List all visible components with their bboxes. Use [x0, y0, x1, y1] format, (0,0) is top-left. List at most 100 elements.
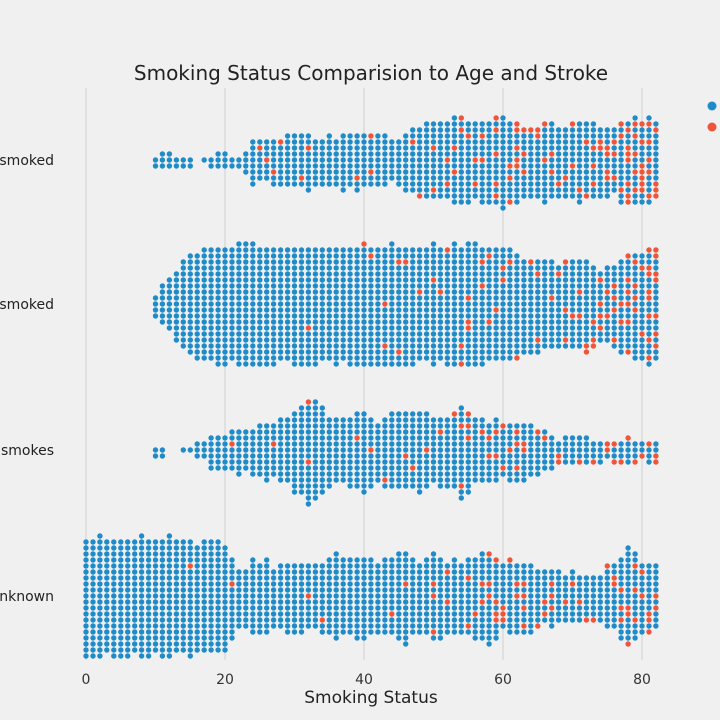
point-no-stroke	[437, 557, 444, 563]
point-no-stroke	[403, 169, 409, 175]
point-no-stroke	[646, 587, 652, 593]
point-no-stroke	[472, 447, 478, 453]
point-no-stroke	[284, 355, 291, 361]
point-no-stroke	[451, 301, 458, 307]
point-no-stroke	[542, 617, 548, 623]
point-no-stroke	[410, 283, 416, 289]
point-no-stroke	[291, 465, 298, 471]
point-stroke	[597, 301, 603, 307]
point-no-stroke	[298, 271, 305, 277]
point-no-stroke	[159, 575, 166, 581]
point-no-stroke	[416, 423, 423, 429]
point-no-stroke	[486, 331, 492, 337]
point-no-stroke	[382, 483, 388, 489]
point-no-stroke	[229, 617, 235, 623]
point-no-stroke	[500, 289, 506, 295]
point-no-stroke	[159, 653, 166, 659]
point-no-stroke	[298, 157, 305, 163]
point-no-stroke	[326, 319, 332, 325]
point-no-stroke	[284, 283, 291, 289]
point-no-stroke	[416, 187, 423, 193]
point-no-stroke	[222, 551, 228, 557]
point-no-stroke	[333, 635, 339, 641]
point-stroke	[604, 441, 610, 447]
point-stroke	[465, 133, 471, 139]
point-no-stroke	[542, 465, 548, 471]
point-no-stroke	[145, 581, 152, 587]
point-no-stroke	[514, 151, 520, 157]
point-no-stroke	[257, 423, 263, 429]
point-no-stroke	[444, 447, 451, 453]
point-no-stroke	[284, 575, 291, 581]
point-stroke	[597, 145, 603, 151]
point-no-stroke	[632, 551, 638, 557]
point-no-stroke	[590, 265, 597, 271]
point-no-stroke	[354, 441, 360, 447]
point-stroke	[653, 181, 659, 187]
point-no-stroke	[257, 605, 263, 611]
point-no-stroke	[465, 199, 471, 205]
swarm-smokes	[152, 399, 659, 507]
point-stroke	[458, 115, 464, 121]
point-no-stroke	[410, 355, 416, 361]
point-no-stroke	[535, 569, 541, 575]
point-no-stroke	[291, 139, 298, 145]
point-no-stroke	[416, 127, 423, 133]
point-no-stroke	[270, 423, 277, 429]
point-no-stroke	[583, 169, 590, 175]
point-no-stroke	[333, 575, 339, 581]
point-no-stroke	[298, 361, 305, 367]
point-no-stroke	[354, 581, 360, 587]
point-no-stroke	[270, 599, 277, 605]
point-no-stroke	[639, 441, 645, 447]
point-no-stroke	[444, 477, 451, 483]
point-no-stroke	[451, 181, 458, 187]
point-no-stroke	[340, 605, 346, 611]
point-no-stroke	[451, 283, 458, 289]
point-no-stroke	[347, 483, 353, 489]
point-no-stroke	[535, 313, 541, 319]
point-no-stroke	[111, 617, 117, 623]
point-no-stroke	[549, 301, 555, 307]
point-no-stroke	[229, 313, 235, 319]
point-no-stroke	[500, 331, 506, 337]
point-no-stroke	[500, 205, 506, 211]
point-no-stroke	[430, 265, 437, 271]
point-no-stroke	[382, 349, 388, 355]
point-no-stroke	[451, 271, 458, 277]
point-stroke	[653, 453, 659, 459]
point-no-stroke	[479, 121, 485, 127]
point-no-stroke	[312, 495, 319, 501]
point-no-stroke	[430, 587, 437, 593]
point-no-stroke	[451, 349, 458, 355]
point-no-stroke	[215, 635, 221, 641]
point-no-stroke	[416, 259, 423, 265]
point-no-stroke	[166, 313, 173, 319]
x-axis-label: Smoking Status	[304, 688, 438, 708]
point-no-stroke	[166, 289, 173, 295]
point-no-stroke	[333, 423, 339, 429]
point-no-stroke	[382, 623, 388, 629]
point-no-stroke	[458, 411, 464, 417]
point-no-stroke	[257, 175, 263, 181]
point-no-stroke	[284, 301, 291, 307]
point-no-stroke	[291, 169, 298, 175]
point-no-stroke	[451, 429, 458, 435]
point-no-stroke	[416, 429, 423, 435]
point-no-stroke	[340, 587, 346, 593]
point-no-stroke	[396, 283, 402, 289]
point-no-stroke	[368, 593, 374, 599]
point-no-stroke	[590, 151, 597, 157]
point-no-stroke	[410, 435, 416, 441]
point-no-stroke	[354, 343, 360, 349]
point-no-stroke	[361, 265, 367, 271]
point-no-stroke	[486, 635, 492, 641]
point-no-stroke	[145, 605, 152, 611]
point-no-stroke	[222, 349, 228, 355]
point-stroke	[507, 447, 513, 453]
point-no-stroke	[493, 635, 499, 641]
point-no-stroke	[326, 289, 332, 295]
point-no-stroke	[361, 635, 367, 641]
point-no-stroke	[236, 253, 242, 259]
point-no-stroke	[458, 465, 464, 471]
